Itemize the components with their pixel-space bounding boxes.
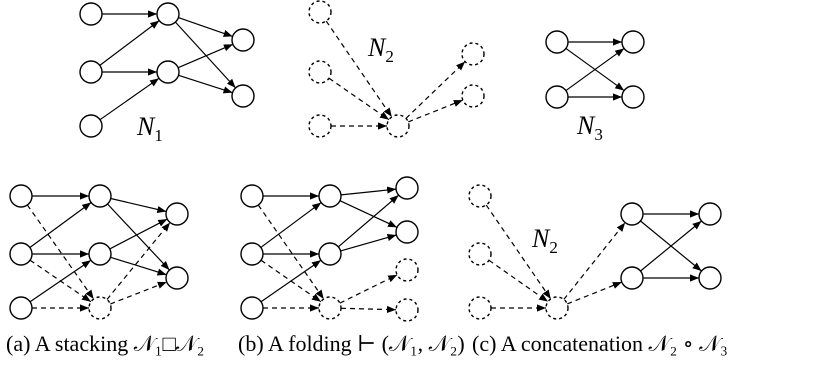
edge-a-d-to-a-o1 xyxy=(106,222,171,300)
node-b-h2 xyxy=(318,242,342,266)
edge-b-i2-to-b-d xyxy=(260,259,322,303)
edge-a-i1-to-a-d xyxy=(26,204,95,300)
node-n3-o1 xyxy=(621,30,645,54)
node-b-d xyxy=(318,296,342,320)
edge-a-i2-to-a-d xyxy=(29,259,92,303)
nodes-layer xyxy=(9,0,722,322)
edge-n1-i2-to-n1-h1 xyxy=(99,20,160,66)
caption-b: (b) A folding ⊢ (𝒩₁, 𝒩₂) xyxy=(238,331,465,356)
edge-c-c-to-c-m1 xyxy=(563,222,626,300)
node-n1-i2 xyxy=(79,60,103,84)
edge-b-i2-to-b-h1 xyxy=(260,202,322,248)
edge-n2-c-to-n2-o2 xyxy=(407,99,464,123)
edge-a-h2-to-a-o1 xyxy=(109,218,168,250)
node-b-o1 xyxy=(395,176,419,200)
edge-b-i1-to-b-d xyxy=(257,204,325,300)
node-n3-o2 xyxy=(621,85,645,109)
node-c-o1 xyxy=(698,202,722,226)
edge-a-h2-to-a-o2 xyxy=(110,256,167,276)
edge-b-h1-to-b-o2 xyxy=(339,200,398,228)
node-a-h1 xyxy=(88,184,112,208)
node-a-d xyxy=(88,296,112,320)
edge-n2-c-to-n2-o1 xyxy=(405,61,466,119)
edge-n2-i1-to-n2-c xyxy=(325,20,393,118)
edge-n1-h1-to-n1-o2 xyxy=(174,21,237,89)
node-n2-i2 xyxy=(308,60,332,84)
node-n2-c xyxy=(386,114,410,138)
edge-n1-h1-to-n1-o1 xyxy=(178,17,233,37)
node-c-m2 xyxy=(620,266,644,290)
node-n3-i2 xyxy=(545,85,569,109)
node-a-i1 xyxy=(9,184,33,208)
edge-c-i1-to-c-c xyxy=(485,204,552,300)
node-c-i2 xyxy=(468,242,492,266)
edge-a-i2-to-a-h1 xyxy=(29,202,92,248)
node-a-o1 xyxy=(165,202,189,226)
node-b-do2 xyxy=(395,298,419,322)
node-n1-i1 xyxy=(79,2,103,26)
label-n2-top: N2 xyxy=(367,33,394,66)
node-c-i1 xyxy=(468,184,492,208)
node-b-do1 xyxy=(395,258,419,282)
edge-n1-i3-to-n1-h2 xyxy=(99,77,160,121)
caption-c: (c) A concatenation 𝒩₂ ∘ 𝒩₃ xyxy=(472,331,728,356)
node-a-i2 xyxy=(9,242,33,266)
label-n1: N1 xyxy=(136,112,163,145)
node-n2-o2 xyxy=(461,84,485,108)
node-a-h2 xyxy=(88,242,112,266)
node-n2-i1 xyxy=(308,0,332,24)
node-n1-h2 xyxy=(156,60,180,84)
label-n3: N3 xyxy=(576,111,603,144)
node-n1-o2 xyxy=(231,84,255,108)
edge-n2-i2-to-n2-c xyxy=(328,77,390,121)
edge-a-h1-to-a-o2 xyxy=(107,203,170,271)
edge-c-c-to-c-m2 xyxy=(566,281,623,305)
node-n1-i3 xyxy=(79,114,103,138)
edge-b-h2-to-b-o1 xyxy=(337,194,400,248)
node-a-i3 xyxy=(9,296,33,320)
edges-layer xyxy=(26,10,702,314)
node-c-o2 xyxy=(698,266,722,290)
node-n1-h1 xyxy=(156,2,180,26)
edge-c-m2-to-c-o1 xyxy=(640,220,702,272)
node-b-i3 xyxy=(240,296,264,320)
edge-n1-h2-to-n1-o1 xyxy=(177,43,234,69)
node-n3-i1 xyxy=(545,30,569,54)
node-c-i3 xyxy=(468,296,492,320)
node-c-m1 xyxy=(620,202,644,226)
edge-b-d-to-b-do1 xyxy=(339,274,398,304)
label-n2-bottom: N2 xyxy=(531,224,558,257)
node-b-o2 xyxy=(395,220,419,244)
node-n1-o1 xyxy=(231,28,255,52)
edge-b-d-to-b-do2 xyxy=(340,305,397,314)
edge-b-h2-to-b-o2 xyxy=(340,234,397,252)
node-b-i2 xyxy=(240,242,264,266)
node-a-o2 xyxy=(165,266,189,290)
edge-b-h1-to-b-o1 xyxy=(340,186,397,196)
node-b-i1 xyxy=(240,184,264,208)
node-n2-i3 xyxy=(308,114,332,138)
node-c-c xyxy=(545,296,569,320)
edge-c-i2-to-c-c xyxy=(488,259,549,303)
edge-a-d-to-a-o2 xyxy=(110,281,167,305)
edge-n3-i2-to-n3-o1 xyxy=(565,47,625,92)
edge-a-h1-to-a-o1 xyxy=(110,197,167,213)
edge-n1-h2-to-n1-o2 xyxy=(178,74,233,94)
node-b-h1 xyxy=(318,184,342,208)
node-n2-o1 xyxy=(461,42,485,66)
caption-a: (a) A stacking 𝒩₁□𝒩₂ xyxy=(6,331,204,356)
